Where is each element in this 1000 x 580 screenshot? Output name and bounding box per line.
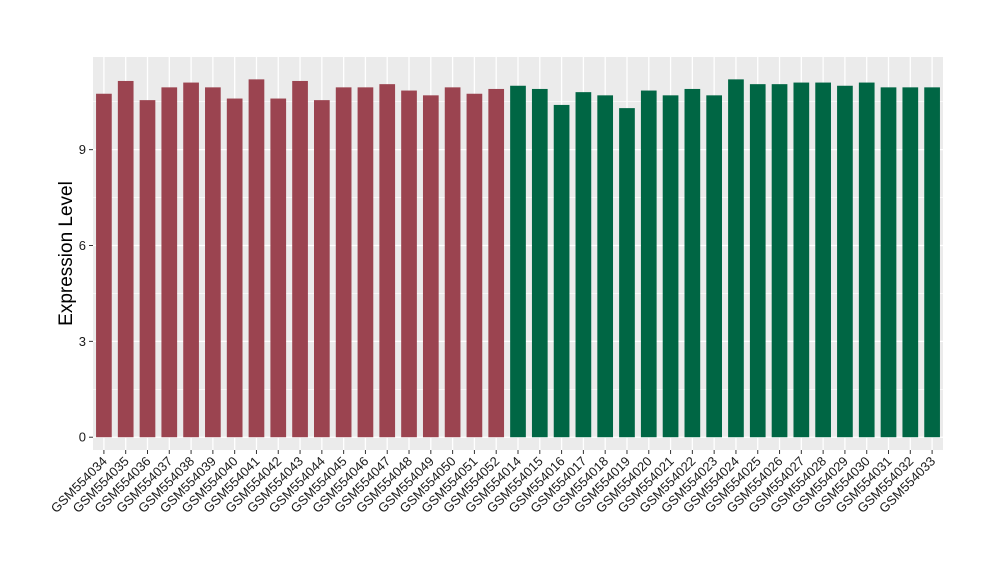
y-tick-label: 3 — [79, 334, 86, 349]
bar-GSM554023 — [706, 95, 722, 438]
bar-GSM554033 — [924, 87, 940, 438]
bar-GSM554051 — [466, 93, 483, 438]
bar-GSM554024 — [728, 79, 744, 438]
bar-GSM554029 — [837, 85, 853, 438]
bar-GSM554022 — [684, 88, 701, 438]
bar-GSM554045 — [335, 87, 352, 438]
bar-GSM554027 — [793, 82, 810, 438]
bar-GSM554050 — [444, 87, 461, 438]
bar-GSM554052 — [488, 88, 505, 438]
y-tick-label: 6 — [79, 238, 86, 253]
bar-GSM554047 — [379, 84, 396, 438]
bar-GSM554039 — [205, 87, 221, 438]
bar-GSM554038 — [183, 82, 199, 438]
y-tick-label: 0 — [79, 430, 86, 445]
bar-GSM554049 — [422, 95, 439, 438]
bar-GSM554036 — [139, 100, 156, 438]
bar-GSM554042 — [270, 98, 287, 438]
bar-GSM554032 — [902, 87, 919, 438]
bar-GSM554044 — [314, 100, 330, 438]
bar-GSM554016 — [553, 104, 570, 438]
bar-GSM554014 — [510, 85, 526, 438]
bars — [96, 79, 940, 438]
bar-GSM554048 — [401, 90, 417, 438]
bar-GSM554017 — [575, 92, 592, 438]
bar-GSM554035 — [117, 80, 134, 438]
y-tick-label: 9 — [79, 142, 86, 157]
bar-GSM554019 — [619, 108, 635, 438]
bar-GSM554046 — [357, 87, 374, 438]
x-axis: GSM554034GSM554035GSM554036GSM554037GSM5… — [48, 450, 938, 516]
bar-GSM554025 — [749, 84, 766, 438]
bar-GSM554030 — [858, 82, 875, 438]
bar-GSM554041 — [248, 79, 265, 438]
bar-GSM554021 — [662, 95, 679, 438]
y-axis: 0 3 6 9 — [79, 142, 93, 445]
bar-GSM554043 — [292, 80, 308, 438]
bar-GSM554015 — [531, 88, 548, 438]
bar-GSM554040 — [226, 98, 243, 438]
bar-GSM554020 — [640, 90, 657, 438]
bar-GSM554037 — [161, 87, 178, 438]
bar-GSM554026 — [771, 84, 788, 438]
bar-GSM554018 — [597, 95, 614, 438]
bar-GSM554034 — [96, 93, 112, 438]
bar-GSM554031 — [880, 87, 897, 438]
y-axis-title: Expression Level — [56, 181, 77, 326]
bar-GSM554028 — [815, 82, 831, 438]
